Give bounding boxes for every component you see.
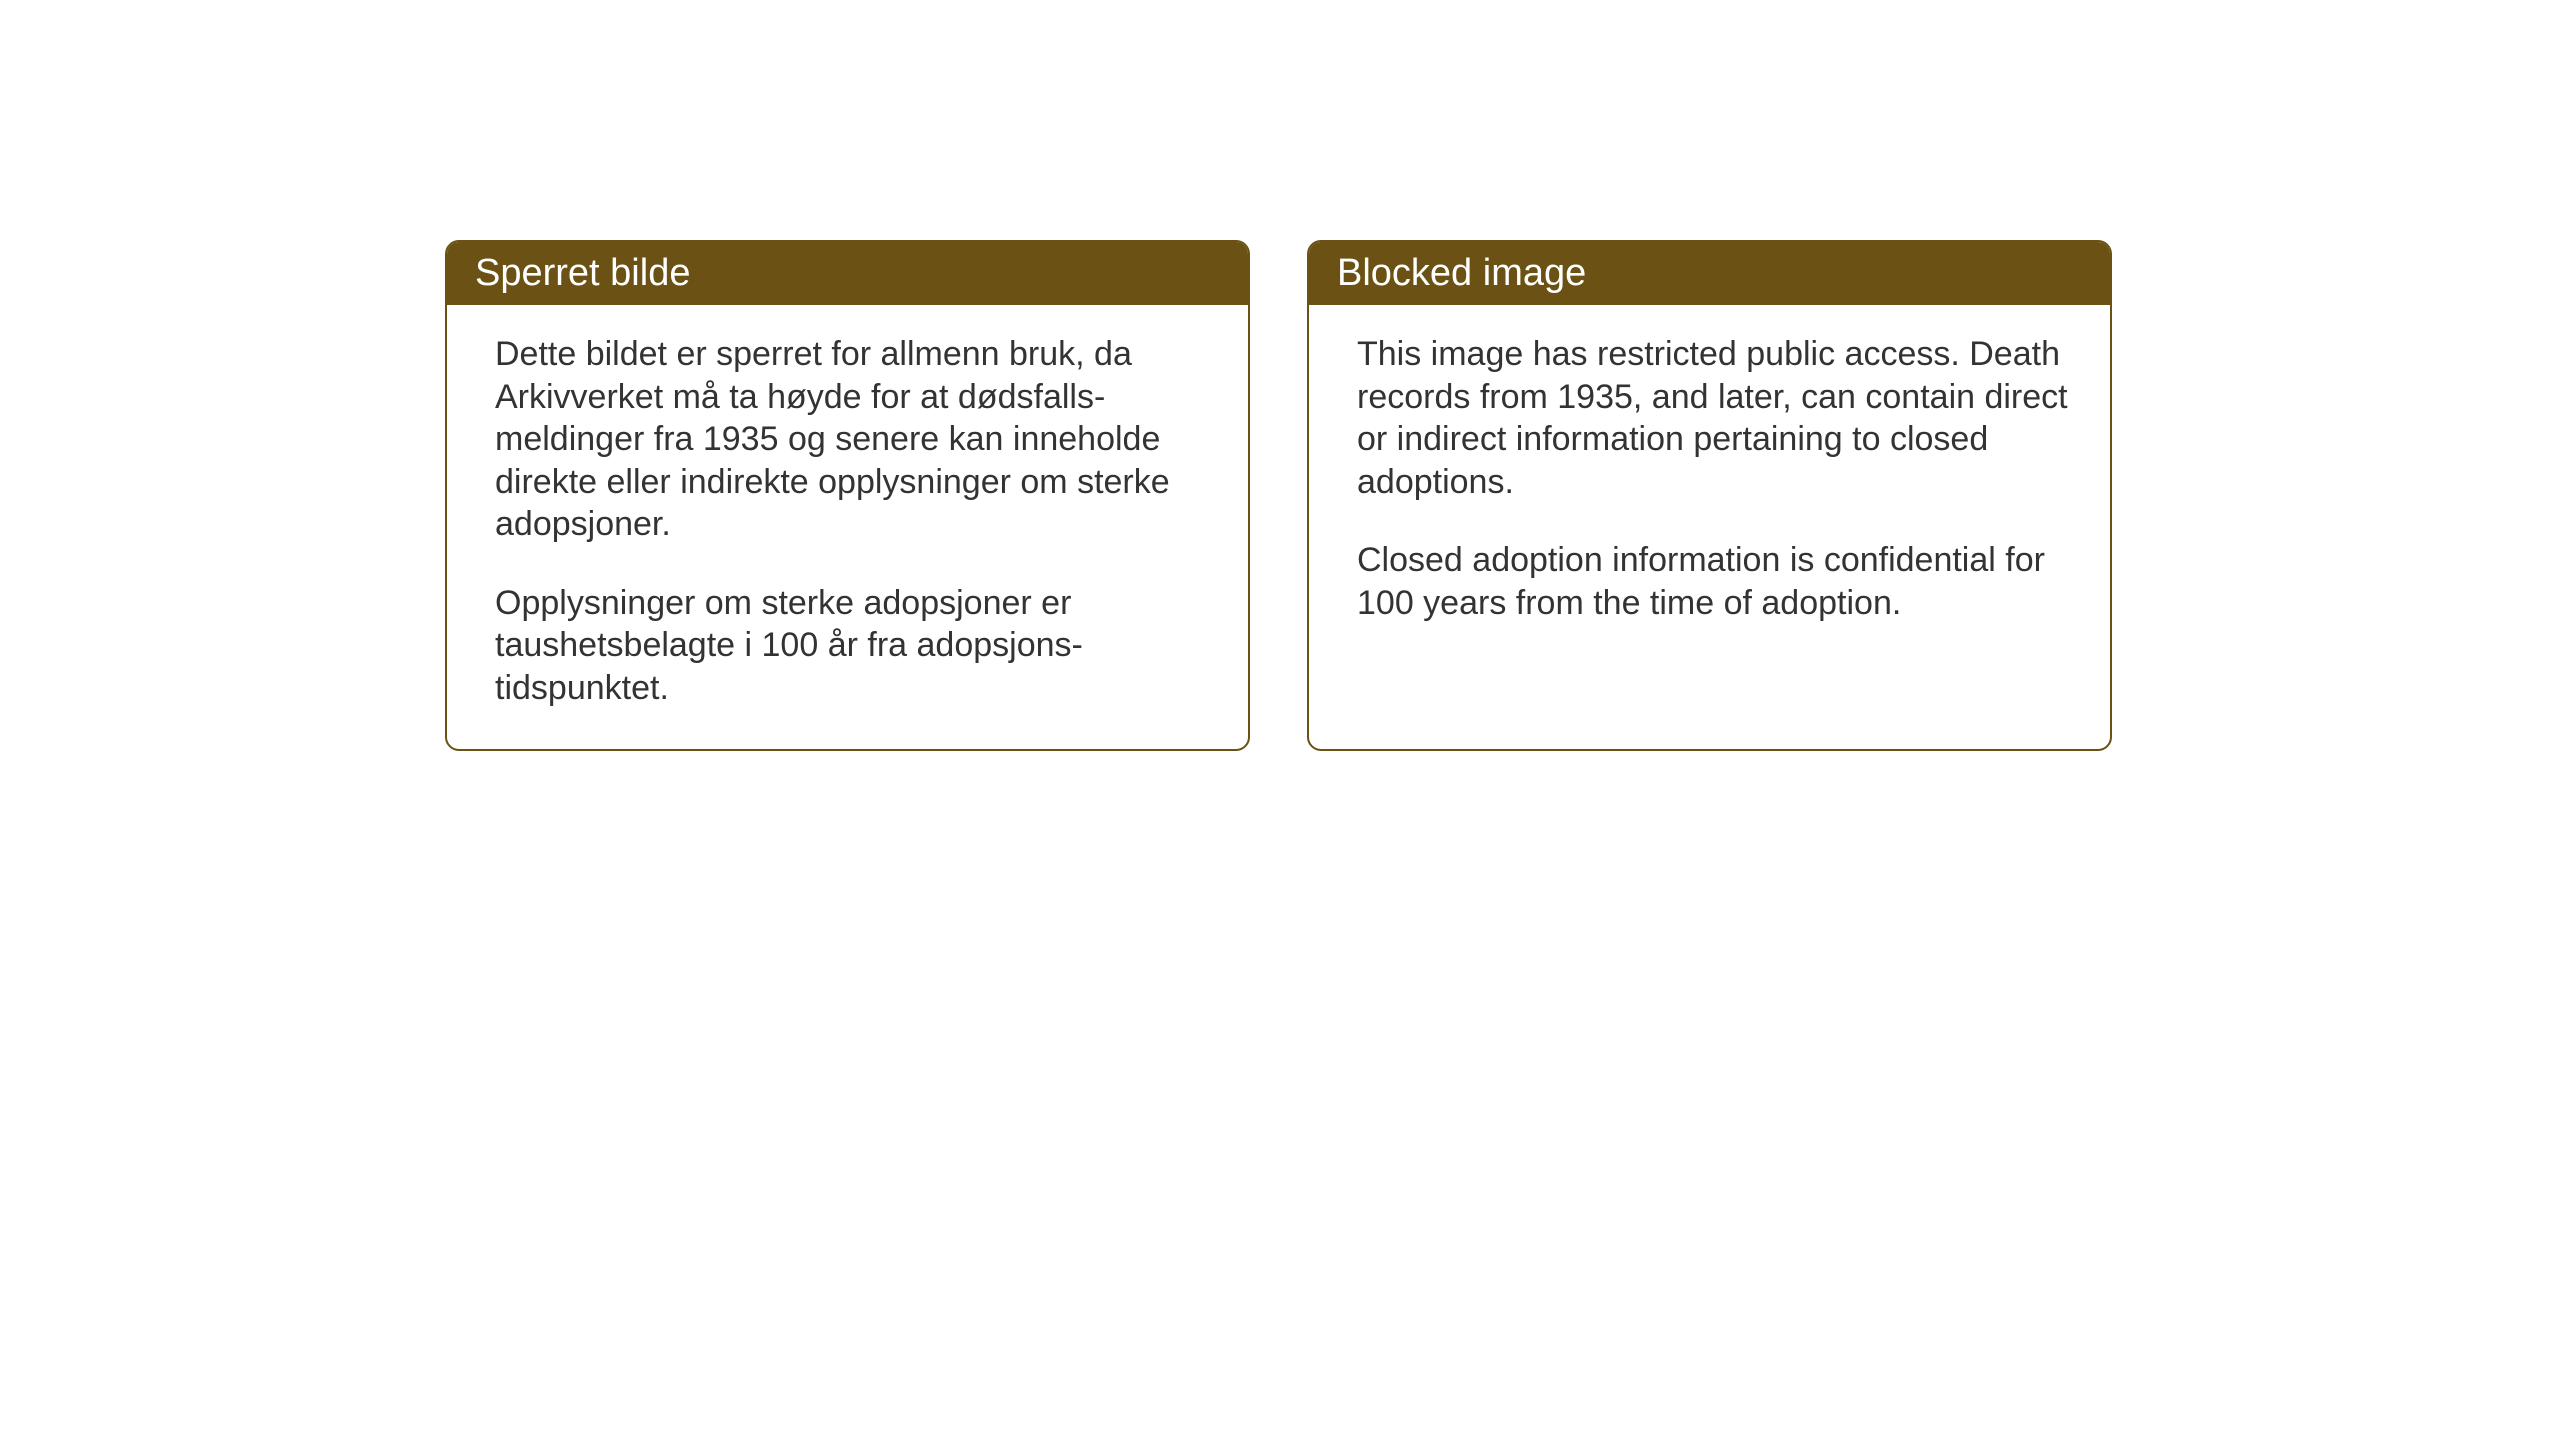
notice-paragraph-1-norwegian: Dette bildet er sperret for allmenn bruk… — [495, 333, 1206, 546]
notice-header-norwegian: Sperret bilde — [447, 242, 1248, 305]
notice-body-norwegian: Dette bildet er sperret for allmenn bruk… — [447, 305, 1248, 749]
notice-paragraph-2-norwegian: Opplysninger om sterke adopsjoner er tau… — [495, 582, 1206, 710]
notice-box-norwegian: Sperret bilde Dette bildet er sperret fo… — [445, 240, 1250, 751]
notice-paragraph-1-english: This image has restricted public access.… — [1357, 333, 2068, 503]
notice-title-english: Blocked image — [1337, 252, 1586, 294]
notice-title-norwegian: Sperret bilde — [475, 252, 690, 294]
notice-box-english: Blocked image This image has restricted … — [1307, 240, 2112, 751]
notice-paragraph-2-english: Closed adoption information is confident… — [1357, 539, 2068, 624]
notice-body-english: This image has restricted public access.… — [1309, 305, 2110, 664]
notice-container: Sperret bilde Dette bildet er sperret fo… — [445, 240, 2112, 751]
notice-header-english: Blocked image — [1309, 242, 2110, 305]
